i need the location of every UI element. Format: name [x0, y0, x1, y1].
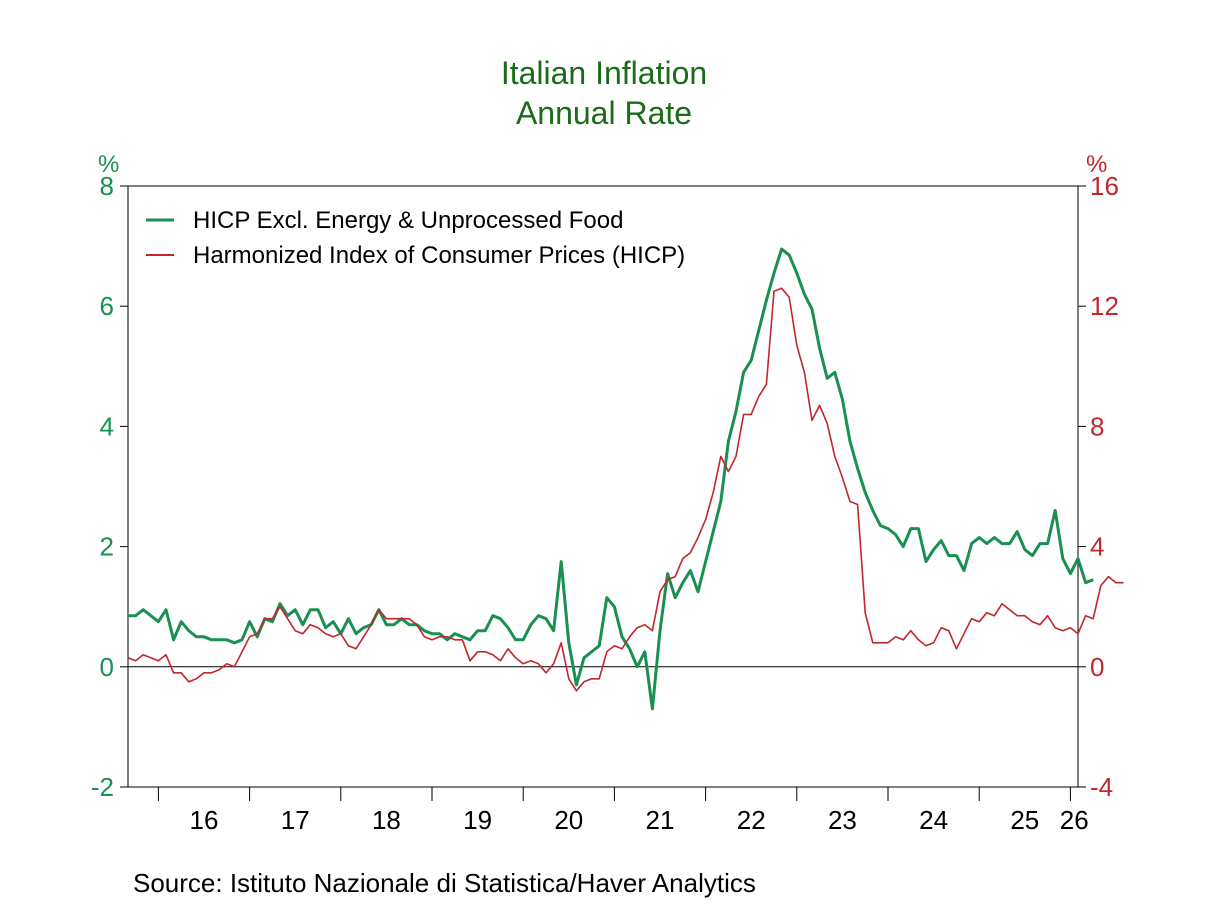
chart-title: Italian Inflation: [500, 55, 708, 91]
x-axis-tick-label: 16: [190, 805, 219, 835]
plot-frame: [127, 185, 1079, 788]
x-axis-tick-label: 18: [372, 805, 401, 835]
right-axis-tick-label: 16: [1090, 171, 1119, 201]
right-axis-tick-label: 0: [1090, 652, 1104, 682]
series-line-hicp: [127, 287, 1124, 692]
left-axis-tick-label: 8: [100, 171, 114, 201]
series-line-core-hicp: [128, 247, 1094, 711]
left-axis-tick-label: 2: [100, 532, 114, 562]
legend-label: HICP Excl. Energy & Unprocessed Food: [193, 207, 623, 234]
x-axis-tick-label: 17: [281, 805, 310, 835]
legend-label: Harmonized Index of Consumer Prices (HIC…: [193, 242, 685, 269]
right-axis-tick-label: 12: [1090, 291, 1119, 321]
x-axis-tick-label: 26: [1060, 805, 1089, 835]
x-axis-tick-label: 19: [463, 805, 492, 835]
x-axis-tick-label: 22: [737, 805, 766, 835]
chart-subtitle: Annual Rate: [515, 95, 693, 131]
right-axis-tick-label: -4: [1090, 772, 1113, 802]
x-axis-tick-label: 25: [1010, 805, 1039, 835]
x-axis-tick-label: 20: [554, 805, 583, 835]
left-axis-tick-label: 6: [100, 291, 114, 321]
x-axis-tick-label: 23: [828, 805, 857, 835]
right-axis-tick-label: 4: [1090, 532, 1104, 562]
left-axis-tick-label: 4: [100, 411, 114, 441]
right-axis-unit: %: [1086, 151, 1107, 178]
left-axis-unit: %: [98, 151, 119, 178]
x-axis-tick-label: 21: [646, 805, 675, 835]
x-axis-tick-label: 24: [919, 805, 948, 835]
right-axis-tick-label: 8: [1090, 411, 1104, 441]
source-note: Source: Istituto Nazionale di Statistica…: [133, 868, 756, 898]
left-axis-tick-label: -2: [91, 772, 114, 802]
left-axis-tick-label: 0: [100, 652, 114, 682]
